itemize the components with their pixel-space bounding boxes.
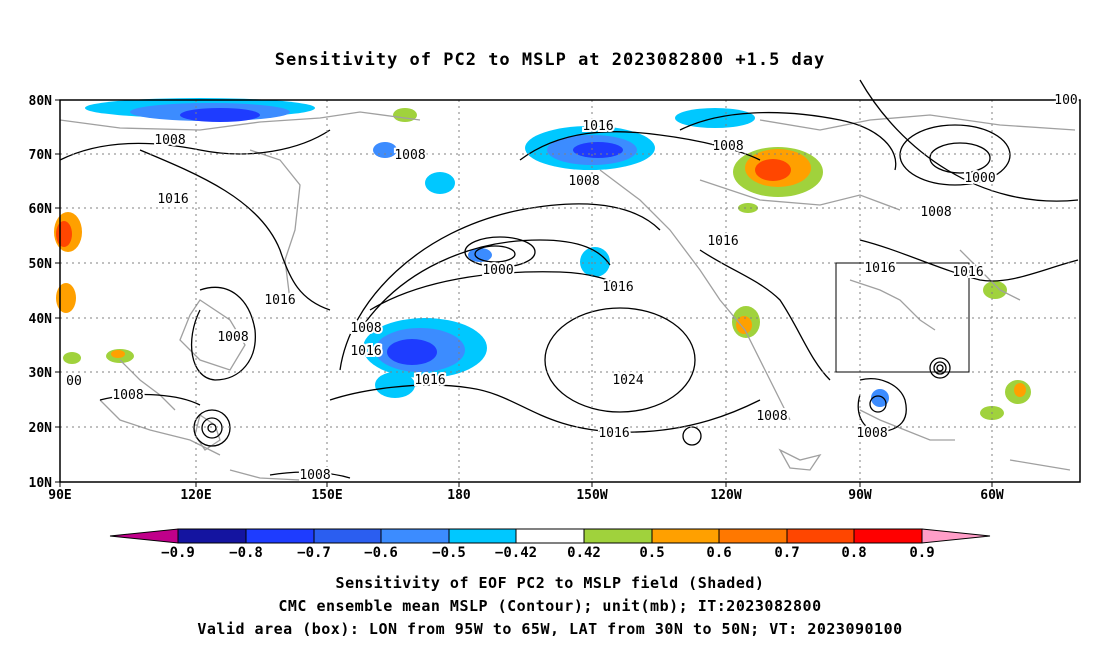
contour-label: 1008 bbox=[112, 388, 143, 403]
warm-region-alaska bbox=[393, 108, 823, 213]
contour-label: 1016 bbox=[602, 280, 633, 295]
lon-label-90e: 90E bbox=[48, 488, 71, 503]
colorbar-segment bbox=[786, 528, 855, 544]
colorbar-label: 0.7 bbox=[774, 545, 799, 561]
contour-label: 1000 bbox=[964, 171, 995, 186]
colorbar-segment bbox=[177, 528, 247, 544]
contour-label: 1000 bbox=[482, 263, 513, 278]
contour-label: 1008 bbox=[299, 468, 330, 483]
contour-label: 1008 bbox=[217, 330, 248, 345]
lon-label-60w: 60W bbox=[980, 488, 1004, 503]
shaded-sensitivity bbox=[54, 98, 1031, 420]
lat-label-70n: 70N bbox=[29, 148, 53, 163]
contour-label: 1008 bbox=[350, 321, 381, 336]
lat-label-60n: 60N bbox=[29, 202, 53, 217]
colorbar-segment bbox=[651, 528, 720, 544]
lat-label-50n: 50N bbox=[29, 257, 53, 272]
blue-region-arctic bbox=[85, 98, 315, 122]
contour-label: 1008 bbox=[856, 426, 887, 441]
tick-marks bbox=[55, 99, 993, 487]
contour-label: 1016 bbox=[598, 426, 629, 441]
contour-label: 1008 bbox=[920, 205, 951, 220]
caption-line-1: Sensitivity of EOF PC2 to MSLP field (Sh… bbox=[335, 574, 765, 592]
map-frame bbox=[59, 99, 1081, 483]
lat-label-40n: 40N bbox=[29, 312, 53, 327]
contour-label: 100 bbox=[1054, 93, 1077, 108]
colorbar-label: 0.8 bbox=[841, 545, 866, 561]
contour-label: 00 bbox=[66, 374, 82, 389]
coastlines bbox=[59, 111, 1076, 481]
colorbar-segment bbox=[853, 528, 923, 544]
colorbar bbox=[109, 528, 991, 544]
contour-label: 1008 bbox=[756, 409, 787, 424]
colorbar-label: −0.7 bbox=[297, 545, 331, 561]
blue-region-west-pacific bbox=[363, 318, 889, 407]
colorbar-low-triangle bbox=[109, 528, 179, 544]
caption-line-2: CMC ensemble mean MSLP (Contour); unit(m… bbox=[278, 597, 822, 615]
contour-label: 1008 bbox=[712, 139, 743, 154]
contour-label: 1008 bbox=[568, 174, 599, 189]
lon-label-150e: 150E bbox=[311, 488, 342, 503]
blue-region-north-pacific bbox=[373, 108, 755, 277]
lat-label-30n: 30N bbox=[29, 366, 53, 381]
contour-label: 1016 bbox=[707, 234, 738, 249]
contour-label: 1016 bbox=[582, 119, 613, 134]
colorbar-labels: −0.9 −0.8 −0.7 −0.6 −0.5 −0.42 0.42 0.5 … bbox=[161, 545, 935, 561]
latitude-labels: 80N 70N 60N 50N 40N 30N 20N 10N bbox=[29, 94, 53, 491]
colorbar-segment bbox=[718, 528, 788, 544]
contour-label: 1016 bbox=[350, 344, 381, 359]
lon-label-180: 180 bbox=[447, 488, 471, 503]
colorbar-label: −0.8 bbox=[229, 545, 263, 561]
valid-area-box bbox=[835, 262, 970, 373]
mslp-contours bbox=[59, 79, 1079, 479]
contour-label: 1008 bbox=[154, 133, 185, 148]
colorbar-segment bbox=[380, 528, 450, 544]
colorbar-label: 0.6 bbox=[706, 545, 731, 561]
longitude-labels: 90E 120E 150E 180 150W 120W 90W 60W bbox=[48, 488, 1004, 503]
colorbar-label: 0.9 bbox=[909, 545, 934, 561]
chart-title: Sensitivity of PC2 to MSLP at 2023082800… bbox=[274, 50, 826, 70]
lon-label-120e: 120E bbox=[180, 488, 211, 503]
lon-label-90w: 90W bbox=[848, 488, 872, 503]
colorbar-label: −0.9 bbox=[161, 545, 195, 561]
colorbar-label: −0.5 bbox=[432, 545, 466, 561]
contour-label: 1008 bbox=[394, 148, 425, 163]
contour-label: 1024 bbox=[612, 373, 643, 388]
caption-line-3: Valid area (box): LON from 95W to 65W, L… bbox=[197, 620, 903, 638]
lon-label-120w: 120W bbox=[710, 488, 741, 503]
contour-label: 1016 bbox=[952, 265, 983, 280]
warm-region-west-edge bbox=[54, 212, 134, 364]
colorbar-segment bbox=[313, 528, 382, 544]
colorbar-segment bbox=[448, 528, 517, 544]
contour-label: 1016 bbox=[264, 293, 295, 308]
lon-label-150w: 150W bbox=[576, 488, 607, 503]
graticule bbox=[60, 100, 1080, 482]
contour-labels: 1008 1008 1016 1016 1008 1008 1016 1000 … bbox=[64, 91, 1080, 485]
colorbar-segment bbox=[245, 528, 315, 544]
colorbar-high-triangle bbox=[921, 528, 991, 544]
contour-label: 1016 bbox=[157, 192, 188, 207]
colorbar-segment bbox=[583, 528, 653, 544]
colorbar-label: −0.42 bbox=[495, 545, 537, 561]
colorbar-segment bbox=[515, 528, 585, 544]
colorbar-label: 0.5 bbox=[639, 545, 664, 561]
contour-label: 1016 bbox=[414, 373, 445, 388]
warm-region-americas bbox=[732, 281, 1031, 420]
colorbar-label: −0.6 bbox=[364, 545, 398, 561]
contour-label: 1016 bbox=[864, 261, 895, 276]
lat-label-80n: 80N bbox=[29, 94, 53, 109]
lat-label-20n: 20N bbox=[29, 421, 53, 436]
colorbar-label: 0.42 bbox=[567, 545, 601, 561]
lat-label-10n: 10N bbox=[29, 476, 53, 491]
